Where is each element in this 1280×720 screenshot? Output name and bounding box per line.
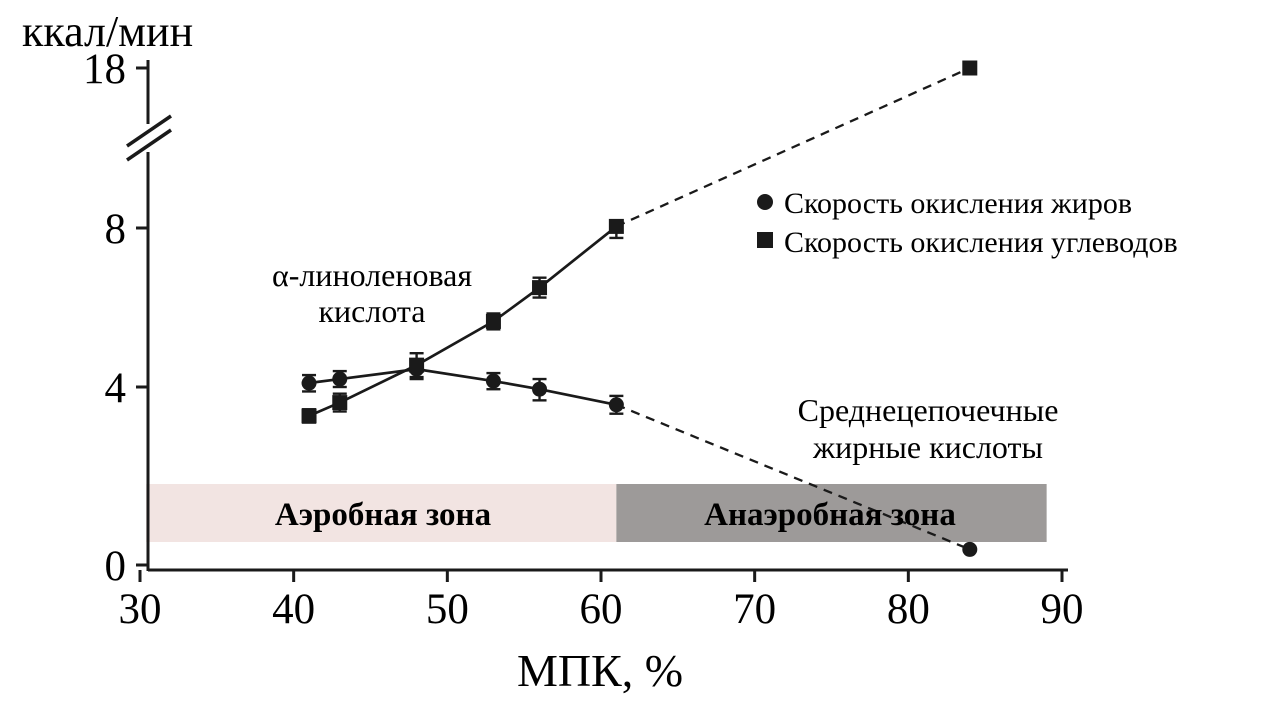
y-tick-label: 8: [105, 206, 127, 253]
legend-square-marker-icon: [757, 232, 773, 248]
axes-layer: 30 40 50 60 70 80 90 0 4 8 18: [83, 46, 1084, 633]
legend-item-label-carbs: Скорость окисления углеводов: [784, 226, 1178, 259]
data-point-square: [409, 357, 425, 373]
data-point-square: [532, 280, 548, 296]
annotation-line: кислота: [319, 293, 426, 329]
data-point-square: [332, 395, 348, 411]
x-tick-label: 30: [119, 586, 162, 633]
data-point-square: [608, 218, 624, 234]
data-point-circle: [485, 373, 501, 389]
data-point-circle: [532, 381, 548, 397]
annotation-line: жирные кислоты: [812, 429, 1043, 465]
data-point-square: [962, 60, 978, 76]
data-point-square: [485, 313, 501, 329]
y-axis-break-mark: [126, 114, 172, 148]
x-tick-label: 80: [887, 586, 930, 633]
x-tick-label: 50: [426, 586, 469, 633]
aerobic-zone-band: [146, 484, 617, 542]
series-layer: [301, 60, 978, 557]
y-tick-label: 4: [105, 365, 127, 412]
data-point-circle: [301, 375, 317, 391]
x-tick-label: 40: [272, 586, 315, 633]
x-tick-label: 60: [580, 586, 623, 633]
x-tick-label: 70: [733, 586, 776, 633]
x-axis-title: МПК, %: [517, 645, 683, 696]
data-point-circle: [962, 541, 978, 557]
anaerobic-zone-label: Анаэробная зона: [704, 497, 956, 533]
data-point-circle: [332, 371, 348, 387]
aerobic-zone-label: Аэробная зона: [275, 497, 491, 533]
y-axis-title: ккал/мин: [22, 7, 193, 56]
legend: Скорость окисления жиров Скорость окисле…: [757, 187, 1178, 259]
legend-circle-marker-icon: [757, 194, 773, 210]
annotation-line: α-линоленовая: [272, 257, 472, 293]
y-tick-label: 18: [83, 46, 126, 93]
legend-item-label-fats: Скорость окисления жиров: [784, 187, 1132, 220]
x-tick-label: 90: [1041, 586, 1084, 633]
y-tick-label: 0: [105, 543, 127, 590]
fat-series-line: [308, 367, 617, 407]
annotation-line: Среднецепочечные: [798, 392, 1059, 428]
annotation-alpha-linolenic-acid: α-линоленовая кислота: [272, 257, 472, 329]
data-point-circle: [608, 397, 624, 413]
data-point-square: [301, 408, 317, 424]
y-axis-break-mark: [126, 128, 172, 162]
carb-series-dashed-line: [615, 66, 971, 228]
annotation-medium-chain-fatty-acids: Среднецепочечные жирные кислоты: [798, 392, 1059, 465]
